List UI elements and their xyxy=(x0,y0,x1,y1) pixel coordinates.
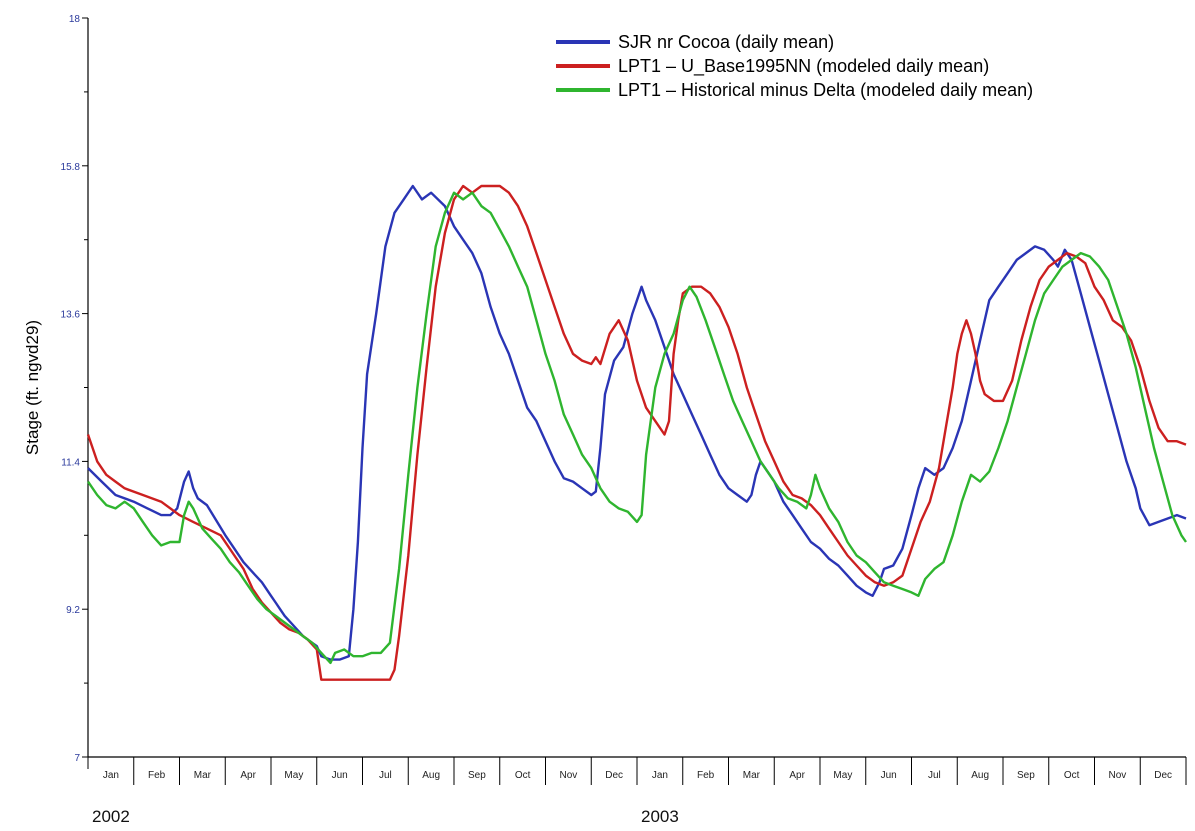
x-tick-label: Dec xyxy=(605,770,623,781)
x-tick-label: Aug xyxy=(971,770,989,781)
x-tick-label: Jan xyxy=(652,770,668,781)
y-tick-label: 18 xyxy=(69,14,81,25)
x-tick-label: Jan xyxy=(103,770,119,781)
x-tick-label: Apr xyxy=(240,770,256,781)
x-tick-label: Sep xyxy=(468,770,486,781)
y-tick-label: 13.6 xyxy=(61,310,81,321)
legend-label: LPT1 – U_Base1995NN (modeled daily mean) xyxy=(618,56,989,77)
legend-label: LPT1 – Historical minus Delta (modeled d… xyxy=(618,80,1033,100)
x-tick-label: Aug xyxy=(422,770,440,781)
y-tick-label: 9.2 xyxy=(66,605,80,616)
x-tick-label: Sep xyxy=(1017,770,1035,781)
series-line-1 xyxy=(87,184,1187,661)
y-tick-label: 7 xyxy=(74,753,80,764)
y-tick-label: 15.8 xyxy=(61,162,81,173)
x-tick-label: Jun xyxy=(881,770,897,781)
series-line-2 xyxy=(86,184,1187,681)
x-tick-label: Nov xyxy=(559,770,577,781)
year-label: 2003 xyxy=(641,807,679,826)
x-tick-label: Oct xyxy=(1064,770,1080,781)
x-tick-label: Mar xyxy=(194,770,212,781)
x-tick-label: May xyxy=(284,770,303,781)
x-tick-label: Jul xyxy=(379,770,392,781)
x-tick-label: Feb xyxy=(697,770,715,781)
x-tick-label: Apr xyxy=(789,770,805,781)
series-line-3 xyxy=(87,191,1187,665)
x-tick-label: May xyxy=(833,770,852,781)
x-tick-label: Jun xyxy=(332,770,348,781)
y-tick-label: 11.4 xyxy=(61,457,80,468)
y-axis-title: Stage (ft. ngvd29) xyxy=(23,320,42,455)
x-tick-label: Mar xyxy=(743,770,761,781)
x-tick-label: Jul xyxy=(928,770,941,781)
year-label: 2002 xyxy=(92,807,130,826)
x-tick-label: Oct xyxy=(515,770,531,781)
x-tick-label: Nov xyxy=(1108,770,1126,781)
x-tick-label: Dec xyxy=(1154,770,1172,781)
legend-label: SJR nr Cocoa (daily mean) xyxy=(618,32,834,52)
x-tick-label: Feb xyxy=(148,770,166,781)
